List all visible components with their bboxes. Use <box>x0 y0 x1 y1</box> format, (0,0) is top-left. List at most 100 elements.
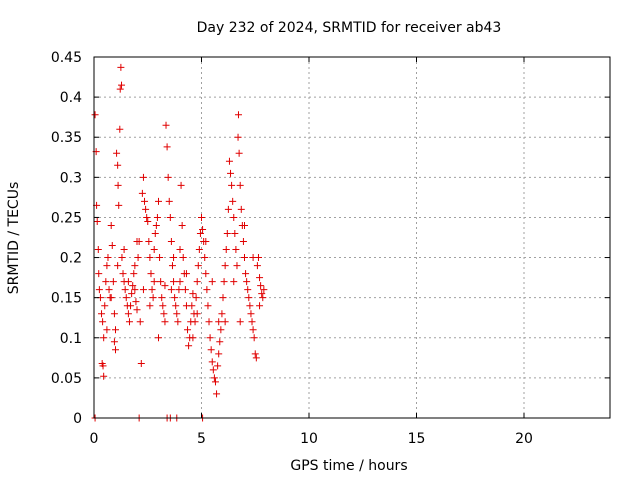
data-point <box>155 334 162 342</box>
data-point <box>176 278 184 286</box>
data-point <box>210 374 218 382</box>
data-point <box>208 358 216 366</box>
data-point <box>189 334 197 342</box>
data-point <box>235 149 243 157</box>
data-point <box>146 302 154 310</box>
data-point <box>155 197 162 205</box>
data-point <box>139 173 147 181</box>
data-point <box>129 282 137 290</box>
data-point <box>114 262 122 270</box>
labels-layer: 0 0.05 0.1 0.15 0.2 0.25 0.3 0.35 0.4 0.45 0 5 10 15 2… <box>51 50 533 447</box>
data-point <box>243 278 251 286</box>
data-point <box>259 294 267 302</box>
data-point <box>251 350 259 358</box>
data-point <box>114 181 122 189</box>
data-point <box>119 270 127 278</box>
y-tick-label: 0.35 <box>51 130 82 146</box>
data-point <box>170 254 178 262</box>
x-axis-label: GPS time / hours <box>290 458 407 474</box>
data-point <box>237 205 245 213</box>
data-point <box>256 302 264 310</box>
data-point <box>136 318 144 326</box>
data-point <box>202 238 210 246</box>
data-point <box>150 278 158 286</box>
points-layer <box>91 63 268 422</box>
data-point <box>195 246 203 254</box>
data-point <box>110 310 118 318</box>
data-point <box>223 229 231 237</box>
data-point <box>193 278 201 286</box>
data-point <box>137 359 145 367</box>
data-point <box>192 294 200 302</box>
data-point <box>207 346 215 354</box>
y-axis-label: SRMTID / TECUs <box>6 182 22 295</box>
data-point <box>184 326 192 334</box>
data-point <box>133 238 141 246</box>
data-point <box>149 294 157 302</box>
data-point <box>175 286 183 294</box>
data-point <box>162 121 170 129</box>
data-point <box>257 282 265 290</box>
data-point <box>177 181 185 189</box>
data-point <box>148 286 156 294</box>
data-point <box>150 246 158 254</box>
data-point <box>222 246 230 254</box>
data-point <box>127 302 135 310</box>
data-point <box>191 318 199 326</box>
data-point <box>142 205 150 213</box>
y-tick-label: 0.2 <box>60 251 82 267</box>
data-point <box>103 326 111 334</box>
data-point <box>98 310 106 318</box>
data-point <box>242 270 250 278</box>
data-point <box>121 286 129 294</box>
data-point <box>228 181 236 189</box>
data-point <box>206 334 214 342</box>
data-point <box>205 318 213 326</box>
data-point <box>124 310 132 318</box>
data-point <box>181 286 189 294</box>
data-point <box>101 302 109 310</box>
data-point <box>113 149 121 157</box>
data-point <box>215 350 223 358</box>
data-point <box>203 286 211 294</box>
data-point <box>116 125 124 133</box>
data-point <box>110 338 118 346</box>
data-point <box>211 378 219 386</box>
data-point <box>100 372 108 380</box>
data-point <box>234 133 242 141</box>
data-point <box>185 342 193 350</box>
data-point <box>131 262 139 270</box>
data-point <box>249 326 257 334</box>
data-point <box>250 334 258 342</box>
data-point <box>249 254 257 262</box>
data-point <box>248 318 256 326</box>
plot-frame <box>93 56 611 419</box>
data-point <box>198 213 205 221</box>
data-point <box>173 310 181 318</box>
data-point <box>122 294 130 302</box>
data-point <box>182 270 190 278</box>
data-point <box>102 278 110 286</box>
data-point <box>172 302 180 310</box>
data-point <box>144 217 152 225</box>
data-point <box>258 290 266 298</box>
data-point <box>224 205 232 213</box>
data-point <box>146 254 154 262</box>
data-point <box>236 318 244 326</box>
data-point <box>104 254 112 262</box>
data-point <box>193 310 201 318</box>
data-point <box>117 63 125 71</box>
data-point <box>120 246 128 254</box>
data-point <box>105 286 113 294</box>
data-point <box>109 278 117 286</box>
data-point <box>244 286 252 294</box>
x-tick-label: 20 <box>515 431 533 447</box>
data-point <box>194 262 202 270</box>
chart-title: Day 232 of 2024, SRMTID for receiver ab4… <box>197 20 502 36</box>
data-point <box>218 310 226 318</box>
data-point <box>219 294 227 302</box>
data-point <box>246 302 254 310</box>
data-point <box>95 286 103 294</box>
data-point <box>94 246 102 254</box>
ticks-layer <box>93 56 610 419</box>
